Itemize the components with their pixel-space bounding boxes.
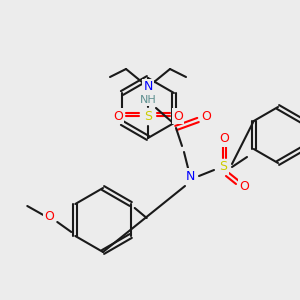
Text: N: N xyxy=(143,80,153,94)
Text: O: O xyxy=(239,181,249,194)
Text: O: O xyxy=(44,211,54,224)
Text: S: S xyxy=(144,110,152,122)
Text: NH: NH xyxy=(140,95,156,105)
Text: O: O xyxy=(201,110,211,122)
Text: O: O xyxy=(173,110,183,122)
Text: O: O xyxy=(219,133,229,146)
Text: N: N xyxy=(185,169,195,182)
Text: O: O xyxy=(113,110,123,122)
Text: S: S xyxy=(219,160,227,173)
